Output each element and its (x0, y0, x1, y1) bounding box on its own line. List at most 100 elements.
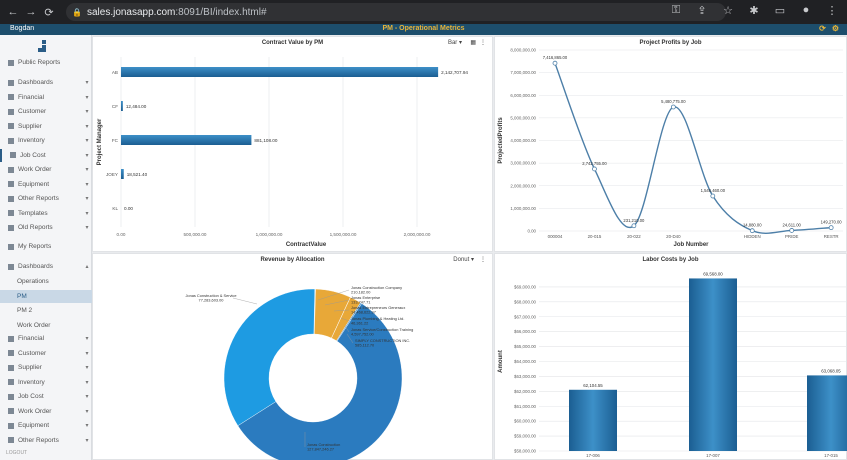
share-icon[interactable]: ⇪ (697, 5, 707, 17)
profile-icon[interactable]: ● (802, 4, 810, 16)
sidebar-item-work-order[interactable]: Work Order (0, 319, 92, 332)
sidebar-item-supplier[interactable]: Supplier ▾ (0, 120, 92, 133)
chevron-down-icon: ▾ (85, 196, 89, 202)
sidebar-item-work-order[interactable]: Work Order ▾ (0, 405, 92, 418)
sidebar-item-financial[interactable]: Financial ▾ (0, 91, 92, 104)
sidebar-toggle-icon[interactable]: ▭ (774, 5, 786, 17)
sidebar-item-label: Job Cost (20, 151, 46, 159)
sidebar-item-label: Financial (18, 335, 45, 342)
sidebar-item-label: Work Order (17, 321, 51, 329)
y-tick-label: $67,000.00 (514, 314, 537, 319)
sidebar: Public Reports Dashboards ▾ Financial ▾ Custo… (0, 35, 92, 460)
x-tick-label: 000004 (548, 234, 563, 239)
data-label: 2,142,707.94 (441, 70, 468, 75)
donut-slice (223, 288, 315, 426)
slice-value: 127,847,246.27 (307, 447, 334, 452)
panel-menu-icon[interactable]: ⋮ (480, 40, 486, 46)
sidebar-item-job-cost[interactable]: Job Cost ▾ (0, 148, 92, 162)
slice-value: 210,182.00 (351, 290, 371, 295)
contract-value-title: Contract Value by PM (261, 40, 324, 46)
folder-icon (8, 263, 14, 270)
chart-type-select[interactable]: Donut ▾ (453, 257, 474, 263)
sidebar-section-public-reports[interactable]: Public Reports (0, 56, 92, 69)
folder-icon (8, 137, 14, 144)
panel-menu-icon[interactable]: ⋮ (480, 257, 486, 263)
y-tick-label: 6,000,000.00 (510, 93, 536, 98)
forward-icon[interactable]: → (25, 6, 37, 18)
sidebar-item-pm-2[interactable]: PM 2 (0, 304, 92, 317)
sidebar-item-other-reports[interactable]: Other Reports ▾ (0, 192, 92, 205)
sidebar-item-work-order[interactable]: Work Order ▾ (0, 163, 92, 176)
sidebar-item-customer[interactable]: Customer ▾ (0, 347, 92, 360)
sidebar-item-dashboards[interactable]: Dashboards ▾ (0, 76, 92, 89)
sidebar-item-inventory[interactable]: Inventory ▾ (0, 134, 92, 147)
secure-icon: 🔒 (72, 7, 82, 17)
data-point (592, 166, 597, 172)
data-label: 24,611.00 (783, 222, 802, 227)
key-icon[interactable]: ⚿ (671, 4, 681, 16)
sidebar-item-equipment[interactable]: Equipment ▾ (0, 178, 92, 191)
menu-icon[interactable]: ⋮ (826, 5, 838, 17)
sidebar-item-label: Dashboards (18, 79, 54, 86)
leader-line (333, 309, 350, 312)
extensions-icon[interactable]: ✱ (749, 5, 759, 17)
sidebar-item-operations[interactable]: Operations (0, 275, 92, 288)
folder-icon (8, 94, 14, 100)
back-icon[interactable]: ← (7, 6, 19, 18)
sidebar-item-job-cost[interactable]: Job Cost ▾ (0, 390, 92, 403)
y-tick-label: $64,000.00 (514, 359, 537, 364)
reload-icon[interactable]: ⟳ (44, 6, 54, 19)
page-title: PM - Operational Metrics (382, 25, 465, 32)
leader-line (346, 333, 354, 344)
labor-costs-chart: $58,000.00 $59,000.00 $60,000.00 $61,000.00… (498, 271, 847, 458)
sidebar-item-inventory[interactable]: Inventory ▾ (0, 376, 92, 389)
y-tick-label: KL (112, 206, 118, 211)
settings-icon[interactable]: ⚙ (831, 24, 839, 33)
y-axis-label: ProjectedProfits (498, 117, 504, 164)
calendar-icon[interactable]: ▦ (470, 40, 476, 46)
chevron-down-icon: ▾ (85, 94, 89, 101)
slice-label: Jonas Entrepreneurs Generaux (351, 305, 405, 310)
folder-icon (8, 224, 14, 231)
x-tick-label: RESTR (824, 234, 839, 239)
x-tick-label: 500,000.00 (184, 232, 207, 237)
x-tick-label: 17-006 (586, 453, 600, 458)
refresh-icon[interactable]: ⟳ (819, 24, 826, 33)
sidebar-item-financial[interactable]: Financial ▾ (0, 332, 92, 345)
project-profits-title: Project Profits by Job (639, 40, 702, 46)
x-tick-label: 0.00 (117, 232, 126, 237)
folder-icon (8, 243, 14, 250)
labor-costs-title: Labor Costs by Job (642, 257, 699, 263)
y-tick-label: $69,000.00 (514, 284, 537, 289)
sidebar-item-equipment[interactable]: Equipment ▾ (0, 419, 92, 432)
chevron-down-icon: ▾ (85, 225, 89, 231)
x-tick-label: 17-007 (706, 453, 720, 458)
folder-icon (8, 166, 14, 173)
sidebar-section-my-reports[interactable]: My Reports (0, 240, 92, 253)
x-tick-label: 20-022 (627, 234, 641, 239)
sidebar-item-other-reports[interactable]: Other Reports ▾ (0, 434, 92, 447)
sidebar-item-label: Job Cost (18, 393, 44, 400)
project-profits-chart: 0.00 1,000,000.00 2,000,000.00 3,000,000.00… (498, 48, 843, 248)
star-icon[interactable]: ☆ (723, 5, 733, 17)
y-tick-label: 5,000,000.00 (510, 115, 536, 120)
user-name[interactable]: Bogdan (10, 25, 35, 32)
sidebar-item-customer[interactable]: Customer ▾ (0, 105, 92, 118)
folder-icon (8, 108, 14, 115)
sidebar-item-supplier[interactable]: Supplier ▾ (0, 361, 92, 374)
slice-value: 77,283,603.00 (199, 298, 225, 303)
sidebar-item-my-dashboards[interactable]: Dashboards ▴ (0, 260, 92, 273)
sidebar-item-pm[interactable]: PM (0, 289, 92, 303)
sidebar-item-label: PM 2 (17, 307, 33, 314)
address-bar[interactable]: 🔒 sales.jonasapp.com :8091/BI/index.html… (66, 3, 726, 21)
sidebar-item-label: Old Reports (18, 224, 53, 231)
chart-type-select[interactable]: Bar ▾ (447, 40, 462, 46)
contract-value-chart: 0.00 500,000.00 1,000,000.00 1,500,000.00 2,… (97, 57, 468, 248)
slice-label: Jonas Construction & Service (185, 293, 236, 298)
chevron-down-icon: ▾ (85, 408, 89, 415)
sidebar-item-templates[interactable]: Templates ▾ (0, 207, 92, 220)
data-label: 63,068.05 (821, 368, 841, 373)
logout-link[interactable]: LOGOUT (6, 450, 28, 456)
sidebar-item-old-reports[interactable]: Old Reports ▾ (0, 221, 92, 234)
y-tick-label: 1,000,000.00 (510, 206, 536, 211)
